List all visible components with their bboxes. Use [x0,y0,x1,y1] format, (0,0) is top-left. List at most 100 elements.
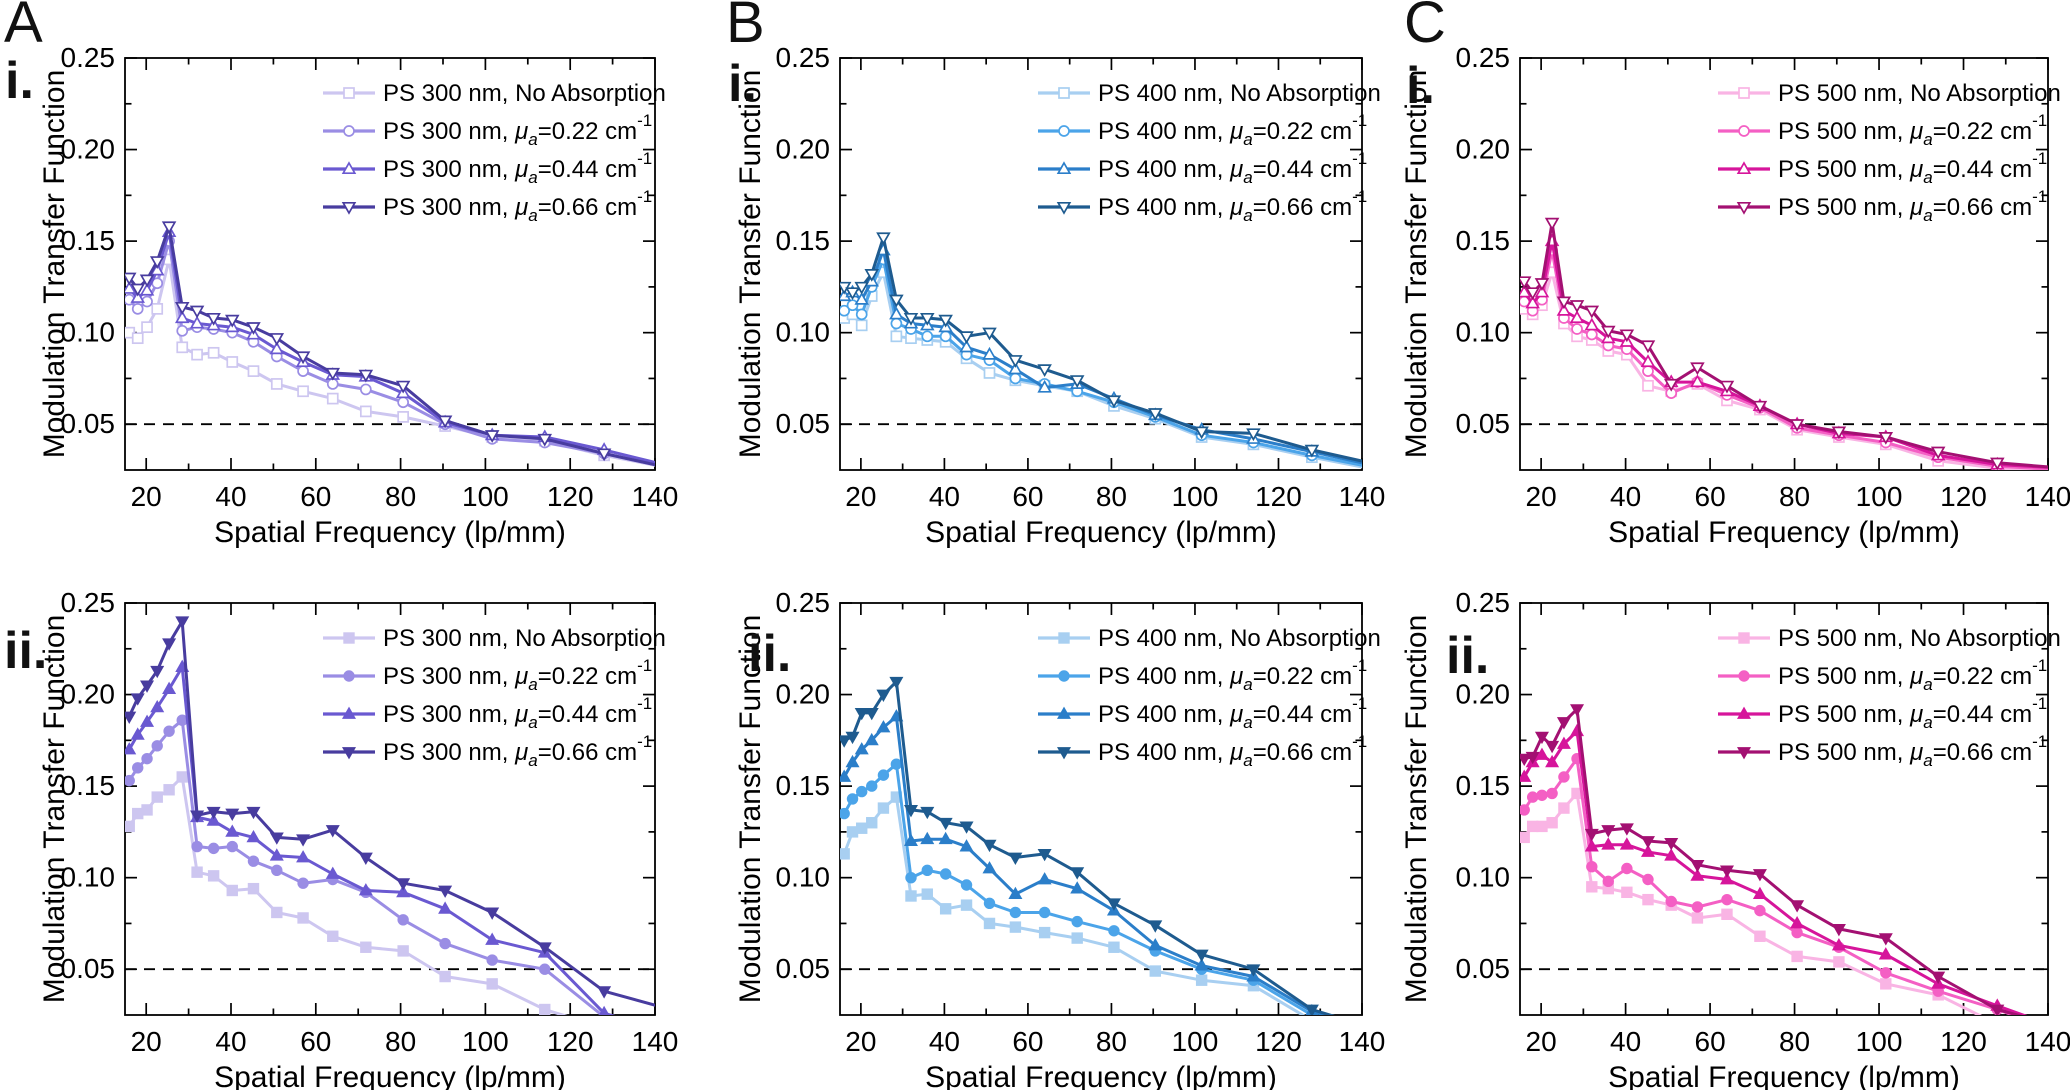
svg-text:100: 100 [1172,1026,1219,1057]
series-markers [1520,244,2004,470]
series-group [840,232,1362,469]
svg-text:20: 20 [131,481,162,512]
legend-label: PS 500 nm, μa=0.22 cm-1 [1778,111,2047,149]
svg-text:120: 120 [1940,481,1987,512]
svg-text:120: 120 [547,481,594,512]
svg-text:100: 100 [462,481,509,512]
svg-text:120: 120 [1255,1026,1302,1057]
series-markers [840,266,1318,464]
series-markers [1520,752,2004,1015]
legend-label: PS 400 nm, μa=0.22 cm-1 [1098,656,1367,694]
series-markers [840,709,1319,1015]
legend-label: PS 300 nm, No Absorption [383,80,666,107]
row-label-B-ii: ii. [748,625,792,683]
svg-text:0.05: 0.05 [61,408,116,439]
series-line [1522,757,2018,1015]
panel-A-ii: 20 40 60 80 100 120 140 0.05 0.10 0.15 0.20 0.25 PS … [38,587,678,1090]
svg-text:20: 20 [845,1026,876,1057]
svg-text:40: 40 [1610,1026,1641,1057]
svg-text:0.15: 0.15 [1456,770,1511,801]
panel-letter-A: A [4,0,43,55]
y-axis-title: Modulation Transfer Function [1400,70,1433,459]
legend-label: PS 500 nm, μa=0.66 cm-1 [1778,732,2047,770]
svg-text:120: 120 [547,1026,594,1057]
series-group [125,616,655,1015]
row-label-B-i: i. [728,55,757,113]
x-axis-title: Spatial Frequency (lp/mm) [1608,516,1960,549]
svg-text:100: 100 [1172,481,1219,512]
series-line [843,680,1335,1015]
series-line [843,235,1362,463]
series-markers [1520,723,2005,1011]
legend-label: PS 300 nm, μa=0.66 cm-1 [383,187,652,225]
x-axis-title: Spatial Frequency (lp/mm) [925,1061,1277,1090]
series-markers [125,659,610,1015]
tick-labels: 20 40 60 80 100 120 140 0.05 0.10 0.15 0.20 0.25 [61,42,679,512]
svg-text:0.15: 0.15 [61,770,116,801]
tick-labels: 20 40 60 80 100 120 140 0.05 0.10 0.15 0.20 0.25 [776,587,1386,1057]
tick-labels: 20 40 60 80 100 120 140 0.05 0.10 0.15 0.20 0.25 [1456,587,2070,1057]
legend: PS 500 nm, No Absorption PS 500 nm, μa=0.… [1718,80,2061,225]
series-line [843,248,1362,465]
svg-text:0.05: 0.05 [1456,408,1511,439]
svg-text:0.20: 0.20 [61,679,116,710]
svg-text:0.10: 0.10 [61,317,116,348]
svg-text:0.20: 0.20 [61,134,116,165]
svg-text:140: 140 [1339,1026,1386,1057]
series-markers [840,242,1320,457]
svg-text:120: 120 [1255,481,1302,512]
series-line [128,225,655,467]
svg-text:60: 60 [1012,1026,1043,1057]
panel-B-i: 20 40 60 80 100 120 140 0.05 0.10 0.15 0.20 0.25 PS … [734,42,1385,549]
legend: PS 400 nm, No Absorption PS 400 nm, μa=0.… [1038,625,1381,770]
svg-text:40: 40 [215,481,246,512]
svg-text:0.15: 0.15 [776,770,831,801]
svg-text:0.20: 0.20 [1456,134,1511,165]
svg-text:80: 80 [1096,1026,1127,1057]
svg-text:0.10: 0.10 [1456,862,1511,893]
svg-text:0.15: 0.15 [1456,225,1511,256]
axis-frame [124,602,656,1016]
series-line [128,239,655,467]
svg-text:140: 140 [632,1026,679,1057]
svg-text:140: 140 [2025,1026,2070,1057]
svg-text:100: 100 [1856,481,1903,512]
svg-text:0.05: 0.05 [776,408,831,439]
svg-text:0.25: 0.25 [1456,587,1511,618]
svg-text:0.25: 0.25 [61,42,116,73]
axis-ticks [125,602,656,1015]
panel-letter-C: C [1404,0,1446,55]
svg-text:60: 60 [300,481,331,512]
svg-text:0.10: 0.10 [776,862,831,893]
y-axis-title: Modulation Transfer Function [734,70,767,459]
x-axis-title: Spatial Frequency (lp/mm) [214,516,566,549]
svg-text:60: 60 [1012,481,1043,512]
svg-text:0.20: 0.20 [776,134,831,165]
svg-text:0.05: 0.05 [776,953,831,984]
legend-label: PS 400 nm, μa=0.44 cm-1 [1098,694,1367,732]
series-line [843,257,1362,467]
svg-text:0.25: 0.25 [776,587,831,618]
legend-label: PS 300 nm, No Absorption [383,625,666,652]
legend: PS 300 nm, No Absorption PS 300 nm, μa=0.… [323,625,666,770]
y-axis-title: Modulation Transfer Function [1400,615,1433,1004]
svg-text:20: 20 [1526,481,1557,512]
series-markers [840,676,1319,1015]
series-markers [125,224,612,455]
tick-labels: 20 40 60 80 100 120 140 0.05 0.10 0.15 0.20 0.25 [776,42,1386,512]
row-label-C-i: i. [1406,57,1435,115]
svg-text:120: 120 [1940,1026,1987,1057]
svg-text:0.25: 0.25 [1456,42,1511,73]
y-axis-title: Modulation Transfer Function [734,615,767,1004]
svg-text:80: 80 [385,1026,416,1057]
panel-C-i: 20 40 60 80 100 120 140 0.05 0.10 0.15 0.20 0.25 PS … [1400,42,2070,549]
legend-label: PS 400 nm, μa=0.22 cm-1 [1098,111,1367,149]
legend-label: PS 400 nm, μa=0.66 cm-1 [1098,187,1367,225]
row-label-A-ii: ii. [4,622,48,680]
svg-text:80: 80 [1779,1026,1810,1057]
x-axis-title: Spatial Frequency (lp/mm) [214,1061,566,1090]
series-markers [840,758,1318,1015]
svg-text:0.15: 0.15 [61,225,116,256]
svg-text:40: 40 [215,1026,246,1057]
